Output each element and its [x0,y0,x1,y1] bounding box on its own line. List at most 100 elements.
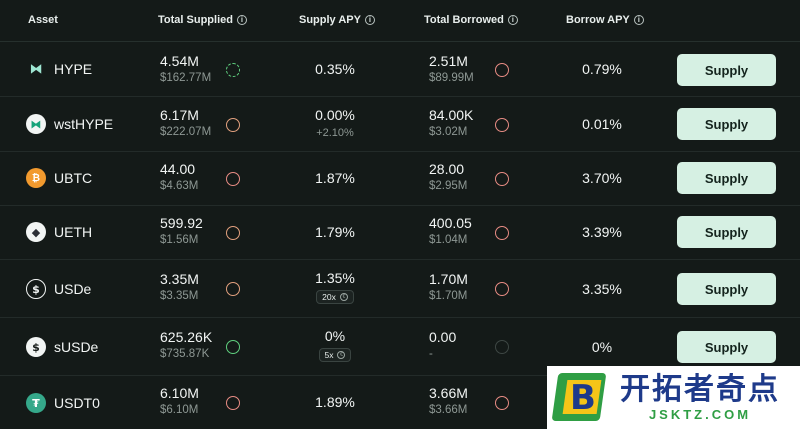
leverage-chip[interactable]: 20x € [316,290,354,304]
borrowed-usd: $2.95M [429,180,468,192]
asset-cell: $ USDe [26,279,91,299]
header-supply-apy[interactable]: Supply APY i [299,14,375,26]
utilization-ring-icon [226,118,240,132]
borrowed-usd: $89.99M [429,72,474,84]
header-borrow-apy-label: Borrow APY [566,14,630,26]
supply-button[interactable]: Supply [677,162,776,194]
total-borrowed-cell: 3.66M $3.66M [429,385,468,418]
total-supplied-cell: 4.54M $162.77M [160,53,211,86]
asset-cell: $ sUSDe [26,337,98,357]
header-supply-apy-label: Supply APY [299,14,361,26]
borrowed-usd: $1.04M [429,234,468,246]
utilization-ring-icon [226,172,240,186]
supply-apy-cell: 0% 5x € [295,328,375,363]
supply-button[interactable]: Supply [677,273,776,305]
borrowed-usd: $3.02M [429,126,468,138]
table-row[interactable]: $ USDe 3.35M $3.35M 1.35% 20x € 1.70M $1… [0,260,800,318]
borrow-apy-value: 3.70% [582,170,622,186]
asset-name: wstHYPE [54,116,114,132]
borrowed-usd: $3.66M [429,404,468,416]
usde-icon: $ [26,279,46,299]
utilization-ring-icon [226,226,240,240]
supplied-usd: $4.63M [160,180,199,192]
borrow-apy-value: 3.39% [582,224,622,240]
leverage-chip[interactable]: 5x € [318,348,352,362]
total-supplied-cell: 625.26K $735.87K [160,329,212,362]
supply-apy-cell: 1.79% [295,224,375,241]
supply-button[interactable]: Supply [677,331,776,363]
euro-icon: € [337,351,346,359]
watermark-logo: B [551,372,610,423]
supply-apy-value: 1.89% [315,394,355,410]
supplied-usd: $222.07M [160,126,212,138]
table-row[interactable]: ◆ UETH 599.92 $1.56M 1.79% 400.05 $1.04M… [0,206,800,260]
supply-button[interactable]: Supply [677,108,776,140]
supplied-usd: $6.10M [160,404,199,416]
supply-apy-bonus: +2.10% [316,127,354,139]
total-borrowed-cell: 1.70M $1.70M [429,271,468,304]
header-total-borrowed-label: Total Borrowed [424,14,504,26]
supply-apy-cell: 0.35% [295,61,375,78]
total-borrowed-cell: 2.51M $89.99M [429,53,474,86]
table-row[interactable]: $ sUSDe 625.26K $735.87K 0% 5x € 0.00 - … [0,318,800,376]
asset-cell: ◆ UETH [26,222,92,242]
total-borrowed-cell: 84.00K $3.02M [429,107,473,140]
asset-name: HYPE [54,61,93,77]
table-row[interactable]: ₮ USDT0 6.10M $6.10M 1.89% 3.66M $3.66M [0,376,800,429]
utilization-ring-icon [226,340,240,354]
borrowed-amount: 28.00 [429,161,465,177]
asset-cell: ⧓ HYPE [26,59,92,79]
header-total-borrowed[interactable]: Total Borrowed i [424,14,518,26]
supplied-amount: 6.10M [160,385,199,401]
watermark-logo-letter: B [570,377,596,418]
header-borrow-apy[interactable]: Borrow APY i [566,14,644,26]
supply-apy-cell: 0.00% +2.10% [295,107,375,141]
table-header: Asset Total Supplied i Supply APY i Tota… [0,0,800,42]
asset-cell: ₿ UBTC [26,168,92,188]
asset-name: sUSDe [54,339,99,355]
utilization-ring-icon [495,396,509,410]
asset-cell: ₮ USDT0 [26,393,100,413]
susde-icon: $ [26,337,46,357]
info-icon[interactable]: i [507,15,518,25]
utilization-ring-icon [495,63,509,77]
borrowed-usd: - [429,348,433,360]
utilization-ring-icon [495,340,509,354]
borrowed-amount: 3.66M [429,385,468,401]
header-asset-label: Asset [28,14,58,26]
supplied-amount: 625.26K [160,329,213,345]
table-row[interactable]: ⧓ HYPE 4.54M $162.77M 0.35% 2.51M $89.99… [0,43,800,97]
supply-apy-value: 0.35% [315,61,355,77]
asset-name: UETH [54,224,93,240]
supplied-usd: $735.87K [160,348,210,360]
utilization-ring-icon [495,118,509,132]
watermark-en: JSKTZ.COM [648,407,752,422]
utilization-ring-icon [226,63,240,77]
borrowed-usd: $1.70M [429,290,468,302]
utilization-ring-icon [495,172,509,186]
supply-apy-cell: 1.87% [295,170,375,187]
header-total-supplied[interactable]: Total Supplied i [158,14,247,26]
info-icon[interactable]: i [633,15,644,25]
supply-button[interactable]: Supply [677,54,776,86]
info-icon[interactable]: i [364,15,375,25]
hype-icon: ⧓ [26,59,46,79]
total-supplied-cell: 599.92 $1.56M [160,215,203,248]
borrow-apy-value: 0% [591,339,613,355]
wsthype-icon: ⧓ [26,114,46,134]
asset-name: USDT0 [54,395,100,411]
leverage-label: 5x [324,350,334,360]
supplied-usd: $162.77M [160,72,212,84]
borrowed-amount: 400.05 [429,215,472,231]
total-borrowed-cell: 400.05 $1.04M [429,215,472,248]
table-row[interactable]: ⧓ wstHYPE 6.17M $222.07M 0.00% +2.10% 84… [0,97,800,152]
borrow-apy-value: 0.79% [582,61,622,77]
borrowed-amount: 2.51M [429,53,468,69]
supplied-usd: $1.56M [160,234,199,246]
leverage-label: 20x [322,292,336,302]
info-icon[interactable]: i [236,15,247,25]
supply-button[interactable]: Supply [677,216,776,248]
supplied-amount: 44.00 [160,161,196,177]
table-row[interactable]: ₿ UBTC 44.00 $4.63M 1.87% 28.00 $2.95M 3… [0,152,800,206]
total-borrowed-cell: 28.00 $2.95M [429,161,467,194]
